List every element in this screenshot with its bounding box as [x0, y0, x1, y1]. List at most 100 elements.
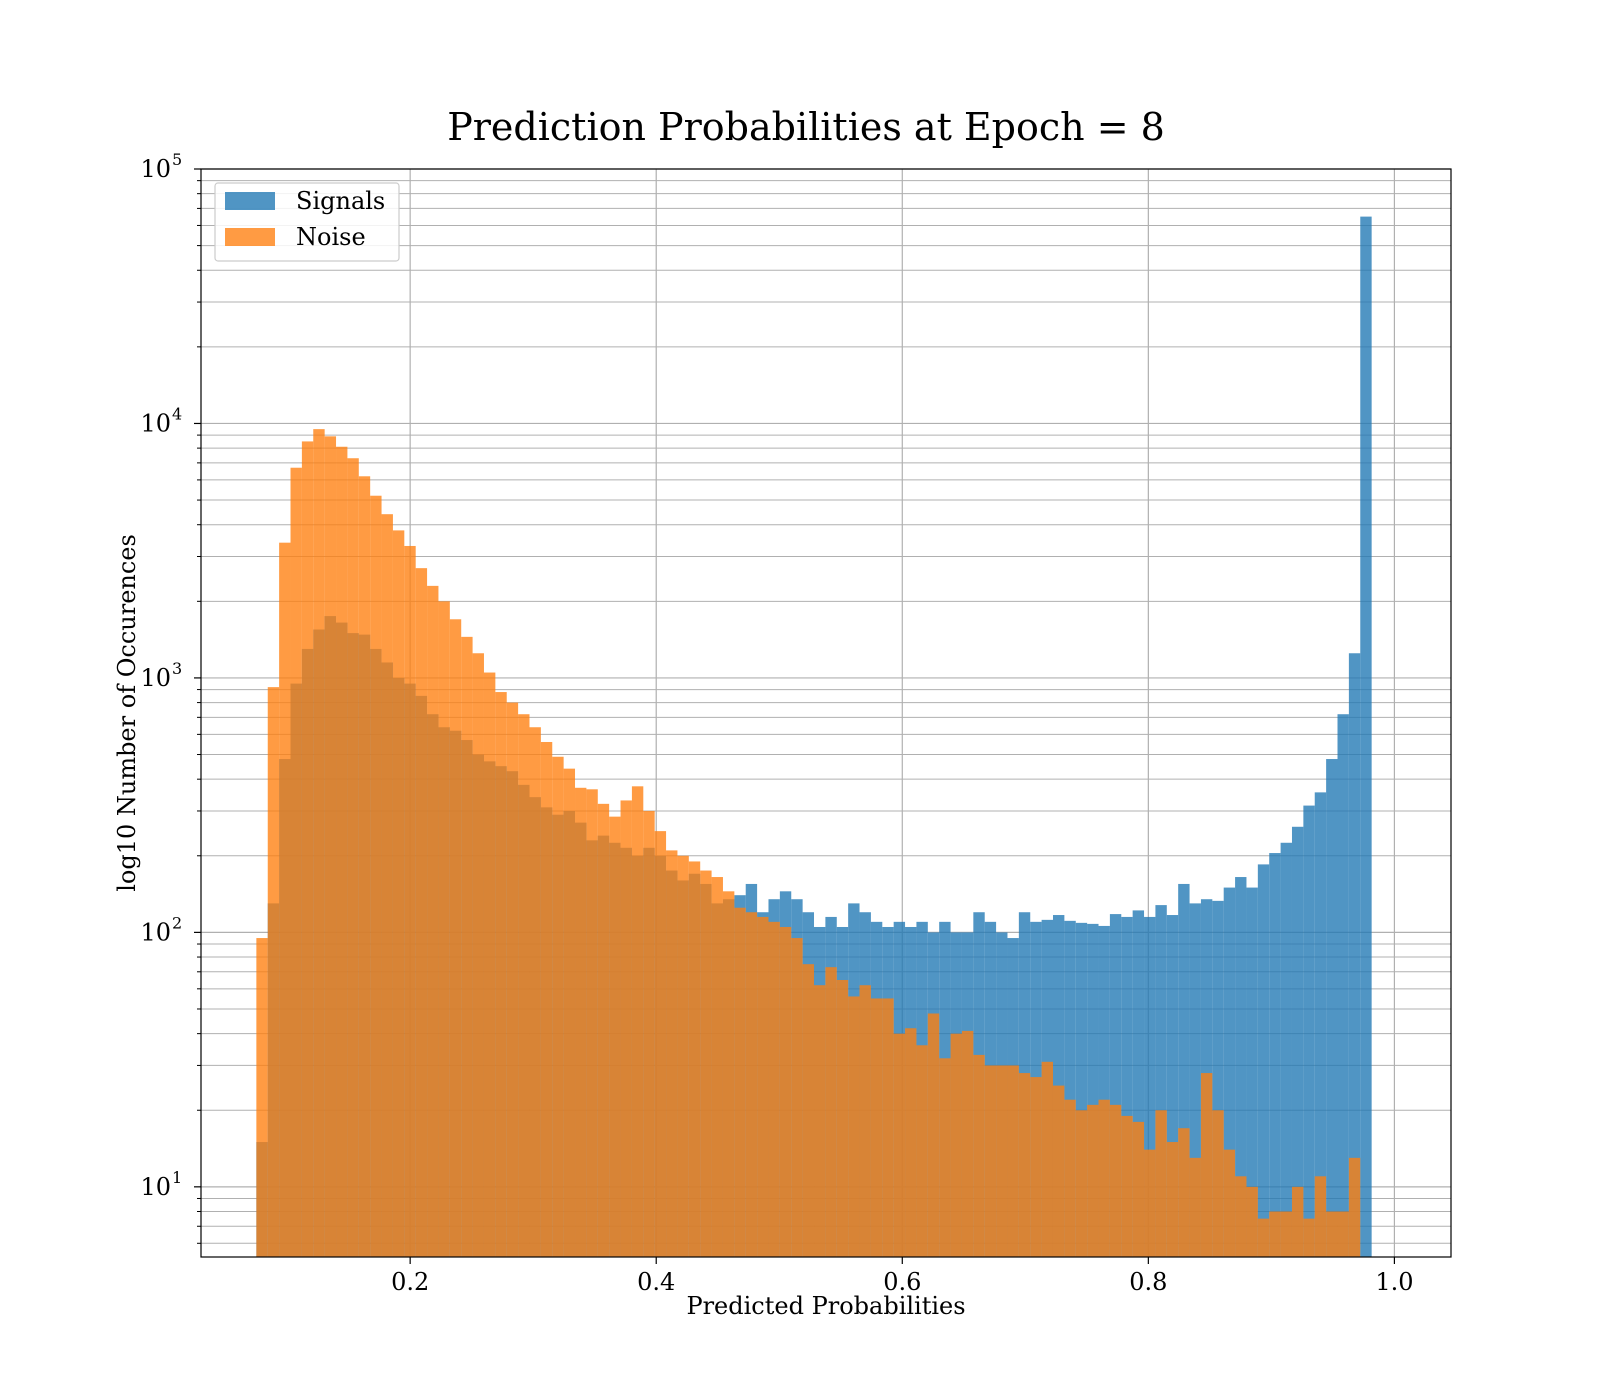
bar-noise — [643, 810, 655, 1257]
bar-noise — [791, 938, 803, 1257]
bar-noise — [1280, 1211, 1292, 1257]
bar-noise — [540, 741, 553, 1257]
y-tick-label-exponent: 5 — [172, 150, 182, 169]
bar-signals — [1075, 922, 1088, 1257]
bar-signals — [1155, 905, 1167, 1257]
bar-signals — [1189, 903, 1201, 1257]
bar-noise — [1052, 1085, 1065, 1257]
bar-noise — [961, 1030, 974, 1257]
bar-noise — [472, 653, 484, 1257]
bar-noise — [814, 985, 826, 1257]
x-tick-label: 0.4 — [637, 1268, 675, 1296]
bar-noise — [1200, 1073, 1213, 1257]
bar-noise — [1223, 1149, 1236, 1257]
bar-noise — [256, 938, 268, 1257]
bar-signals — [1257, 864, 1270, 1257]
bar-noise — [711, 877, 723, 1257]
bar-noise — [415, 568, 428, 1257]
bar-signals — [1326, 759, 1338, 1257]
bar-signals — [1121, 916, 1133, 1257]
bar-noise — [1257, 1218, 1270, 1257]
bar-noise — [1132, 1121, 1145, 1257]
legend: Signals Noise — [214, 182, 400, 262]
bar-signals — [1280, 842, 1292, 1257]
y-tick-label-exponent: 3 — [172, 659, 182, 678]
bar-noise — [927, 1013, 940, 1257]
bar-noise — [1212, 1110, 1224, 1257]
bar-noise — [1166, 1142, 1179, 1257]
bar-noise — [438, 601, 450, 1257]
bar-signals — [1348, 653, 1361, 1257]
chart-title: Prediction Probabilities at Epoch = 8 — [447, 105, 1165, 149]
bar-noise — [358, 476, 371, 1257]
bar-noise — [290, 467, 302, 1257]
bar-noise — [1109, 1104, 1122, 1257]
bar-noise — [882, 998, 894, 1257]
bar-noise — [757, 916, 769, 1257]
legend-swatch-signals — [225, 192, 275, 210]
bar-noise — [1098, 1099, 1110, 1257]
bar-noise — [609, 816, 621, 1257]
bar-noise — [1348, 1157, 1361, 1257]
bar-signals — [1178, 883, 1190, 1257]
y-tick-label-exponent: 4 — [172, 404, 182, 423]
bar-signals — [1337, 714, 1349, 1257]
bar-noise — [449, 619, 462, 1257]
y-tick-label: 10 — [140, 155, 171, 183]
bar-signals — [1109, 914, 1122, 1257]
bar-noise — [483, 672, 496, 1257]
bar-noise — [1018, 1073, 1031, 1257]
bar-noise — [825, 967, 837, 1257]
bar-noise — [597, 803, 610, 1257]
bar-noise — [1155, 1110, 1167, 1257]
bar-noise — [802, 964, 815, 1257]
bar-noise — [1326, 1211, 1338, 1257]
bar-noise — [1291, 1186, 1304, 1257]
x-tick-label: 0.8 — [1129, 1268, 1167, 1296]
bar-noise — [1235, 1176, 1247, 1257]
bar-noise — [768, 921, 780, 1257]
bar-noise — [324, 436, 337, 1258]
bar-noise — [1303, 1218, 1315, 1257]
bar-noise — [1121, 1115, 1133, 1257]
bar-noise — [973, 1054, 985, 1257]
bar-noise — [1087, 1104, 1099, 1257]
bar-noise — [700, 870, 712, 1257]
bar-noise — [734, 907, 746, 1257]
bar-noise — [1314, 1176, 1327, 1257]
bar-noise — [1064, 1099, 1076, 1257]
bar-noise — [1189, 1157, 1201, 1257]
bar-noise — [461, 636, 473, 1257]
bar-noise — [779, 926, 792, 1257]
x-axis-label: Predicted Probabilities — [686, 1292, 965, 1320]
y-tick-label: 10 — [140, 409, 171, 437]
bar-noise — [893, 1033, 906, 1257]
y-tick-label: 10 — [140, 918, 171, 946]
bar-signals — [1246, 887, 1258, 1257]
bar-noise — [347, 458, 359, 1257]
bar-signals — [1132, 910, 1145, 1257]
bar-noise — [552, 756, 564, 1257]
bar-noise — [575, 787, 587, 1257]
bar-noise — [1269, 1211, 1281, 1257]
bar-noise — [688, 861, 701, 1257]
bar-noise — [1246, 1186, 1258, 1257]
bar-noise — [654, 831, 667, 1257]
bar-signals — [1166, 915, 1179, 1257]
bar-signals — [1360, 216, 1372, 1257]
bar-noise — [381, 514, 393, 1257]
legend-swatch-noise — [225, 228, 275, 246]
y-tick-label: 10 — [140, 664, 171, 692]
bar-noise — [996, 1065, 1008, 1257]
bar-noise — [529, 727, 541, 1257]
y-axis-label: log10 Number of Occurences — [113, 534, 141, 892]
bar-noise — [427, 585, 439, 1257]
x-tick-label: 0.2 — [391, 1268, 429, 1296]
bar-noise — [848, 996, 860, 1257]
legend-label-signals: Signals — [296, 187, 385, 215]
bar-noise — [984, 1065, 997, 1257]
legend-label-noise: Noise — [296, 223, 366, 251]
bar-noise — [267, 687, 280, 1257]
bar-signals — [1223, 887, 1236, 1257]
bar-noise — [563, 768, 576, 1257]
